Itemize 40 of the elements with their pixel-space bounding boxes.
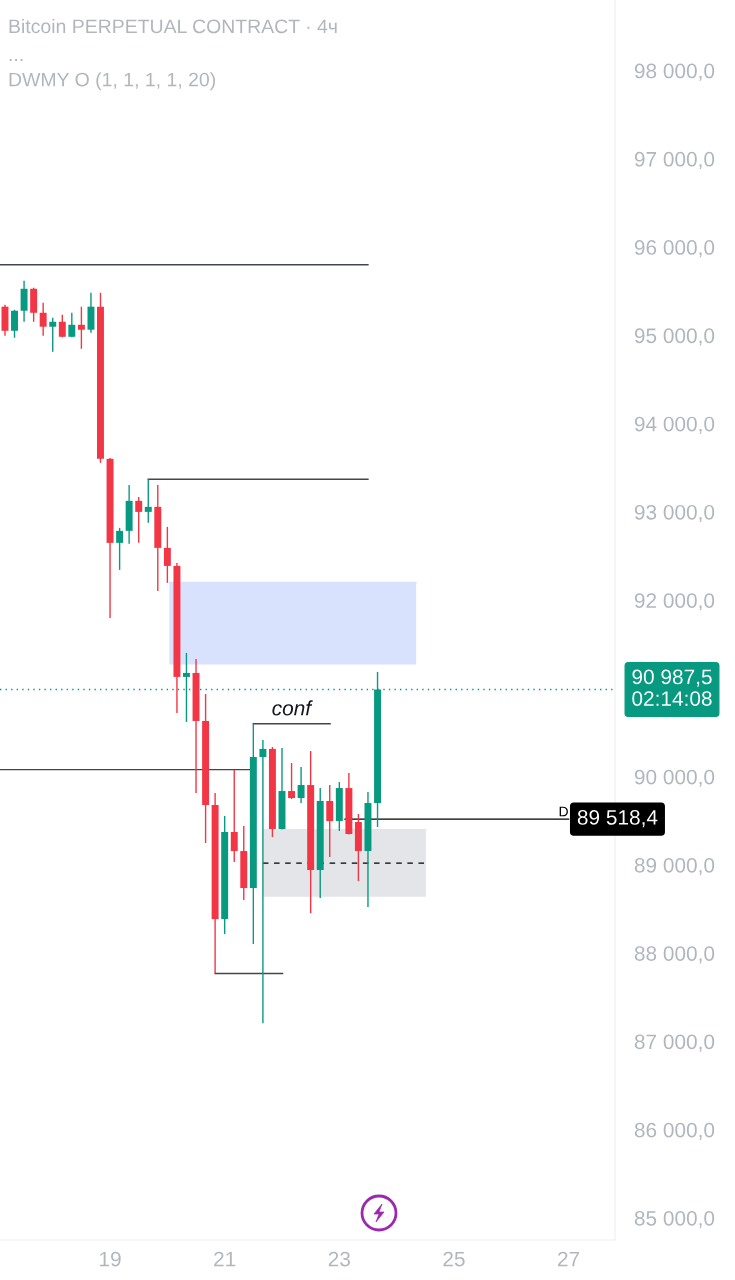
- candlestick: [326, 784, 334, 858]
- candlestick: [68, 312, 76, 338]
- y-tick-label: 86 000,0: [634, 1122, 715, 1140]
- candlestick: [87, 292, 95, 334]
- ref-line-label: 90 987,5 02:14:08: [632, 669, 712, 706]
- candlestick: [288, 762, 296, 800]
- candlestick: [163, 526, 171, 584]
- y-tick-label: 93 000,0: [634, 504, 715, 523]
- y-tick-label: 92 000,0: [634, 593, 715, 611]
- y-tick-label: 98 000,0: [634, 63, 715, 81]
- x-tick-label: 23: [328, 1251, 350, 1267]
- y-tick-label: 89 000,0: [634, 857, 715, 876]
- candlestick: [135, 496, 143, 544]
- x-tick-label: 25: [443, 1251, 465, 1267]
- y-tick-label: 96 000,0: [634, 240, 715, 258]
- candlestick: [116, 527, 124, 571]
- y-tick-label: 94 000,0: [634, 416, 715, 434]
- candlestick: [49, 317, 57, 353]
- x-tick-label: 27: [558, 1251, 580, 1267]
- candlestick: [230, 769, 238, 863]
- series-label: D: [559, 806, 568, 817]
- annotation: conf: [272, 700, 313, 716]
- candlestick: [77, 305, 85, 350]
- candlestick: [39, 302, 47, 337]
- y-tick-label: 87 000,0: [634, 1034, 715, 1052]
- candlestick: [259, 739, 267, 1024]
- x-tick-label: 19: [100, 1251, 121, 1267]
- y-tick-label: 85 000,0: [634, 1210, 715, 1229]
- y-tick-label: 88 000,0: [634, 946, 715, 964]
- candlestick: [297, 766, 305, 804]
- candlestick: [144, 478, 152, 524]
- candlestick: [11, 309, 18, 339]
- y-tick-label: 97 000,0: [634, 151, 715, 170]
- y-tick-label: 95 000,0: [634, 328, 715, 346]
- data-label: 89 518,4: [577, 810, 658, 828]
- y-tick-label: 90 000,0: [634, 769, 715, 787]
- x-tick-label: 21: [214, 1251, 236, 1267]
- candlestick: [20, 280, 28, 323]
- text: Bitcoin PERPETUAL CONTRACT · 4ч: [9, 18, 337, 34]
- text: ... DWMY O (1, 1, 1, 1, 20): [9, 59, 215, 91]
